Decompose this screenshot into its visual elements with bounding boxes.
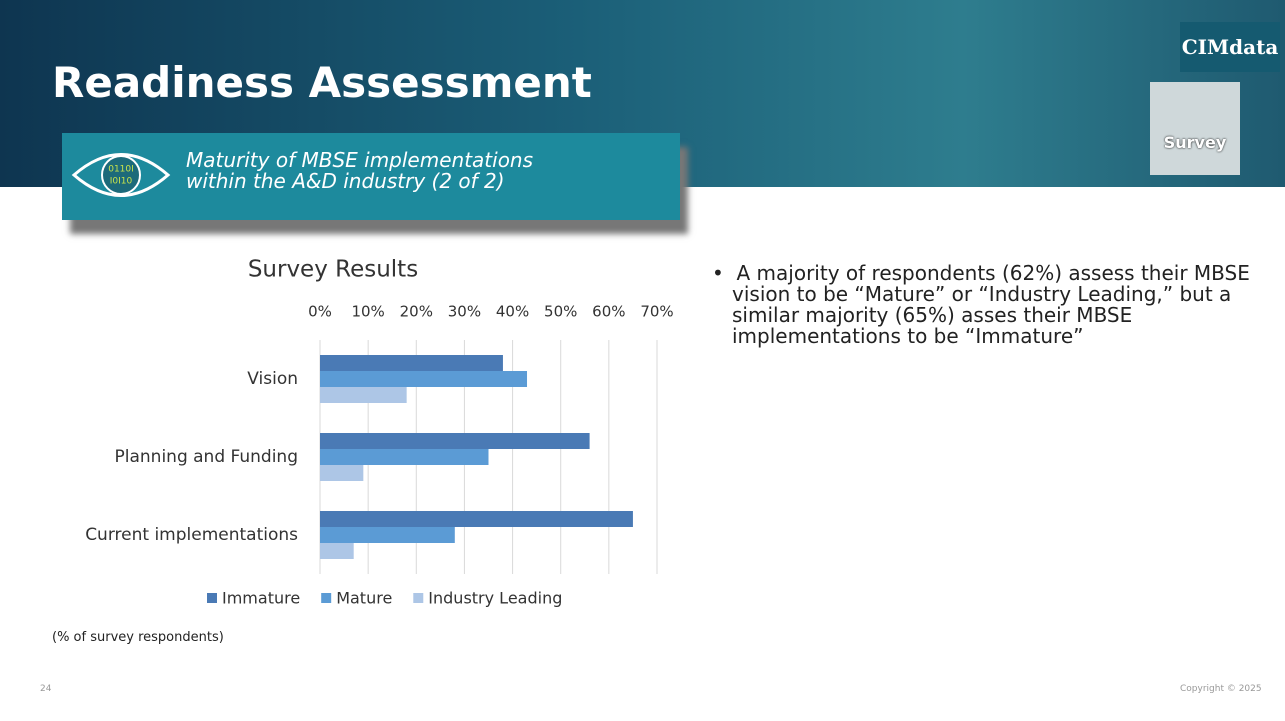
x-tick-label: 0% (308, 303, 332, 321)
x-tick-label: 60% (592, 303, 625, 321)
svg-text:I0I10: I0I10 (110, 177, 133, 187)
chart-title: Survey Results (248, 257, 418, 283)
y-tick-label: Planning and Funding (115, 447, 299, 467)
page-number: 24 (40, 684, 52, 694)
subtitle-line: within the A&D industry (2 of 2) (186, 169, 505, 193)
y-tick-label: Current implementations (85, 525, 298, 545)
x-tick-label: 40% (496, 303, 529, 321)
badge-label: Survey (1163, 133, 1227, 152)
x-tick-label: 70% (640, 303, 673, 321)
bar (320, 449, 489, 465)
copyright: Copyright © 2025 (1180, 684, 1262, 694)
chart: Survey Results 0% 10% 20% 30% 40% 50% 60% 70% Vi… (85, 257, 673, 608)
logo: CIMdata (1180, 22, 1280, 72)
legend-label: Immature (222, 589, 300, 608)
legend-label: Mature (336, 589, 392, 608)
x-tick-label: 50% (544, 303, 577, 321)
x-tick-label: 10% (351, 303, 384, 321)
bar (320, 387, 407, 403)
x-tick-label: 30% (448, 303, 481, 321)
subtitle-line: Maturity of MBSE implementations (186, 148, 534, 172)
bullet-dot: • (712, 261, 737, 285)
bar (320, 511, 633, 527)
bar (320, 465, 364, 481)
legend-label: Industry Leading (428, 589, 562, 608)
bar (320, 543, 354, 559)
legend-swatch (207, 593, 217, 603)
bullet-text: A majority of respondents (62%) assess t… (732, 261, 1250, 348)
bar (320, 371, 528, 387)
legend-swatch (321, 593, 332, 603)
svg-text:0110I: 0110I (108, 165, 134, 175)
bar (320, 433, 590, 449)
subtitle: Maturity of MBSE implementations within … (186, 150, 533, 192)
bar (320, 527, 455, 543)
slide-title: Readiness Assessment (52, 58, 592, 107)
legend-swatch (413, 593, 424, 603)
badge-box (1150, 82, 1240, 175)
bullet: • A majority of respondents (62%) assess… (712, 263, 1272, 347)
eye-icon: 0110I I0I10 (71, 153, 171, 197)
note: (% of survey respondents) (52, 630, 224, 645)
bar (320, 355, 503, 371)
x-tick-label: 20% (400, 303, 433, 321)
y-tick-label: Vision (247, 369, 298, 389)
